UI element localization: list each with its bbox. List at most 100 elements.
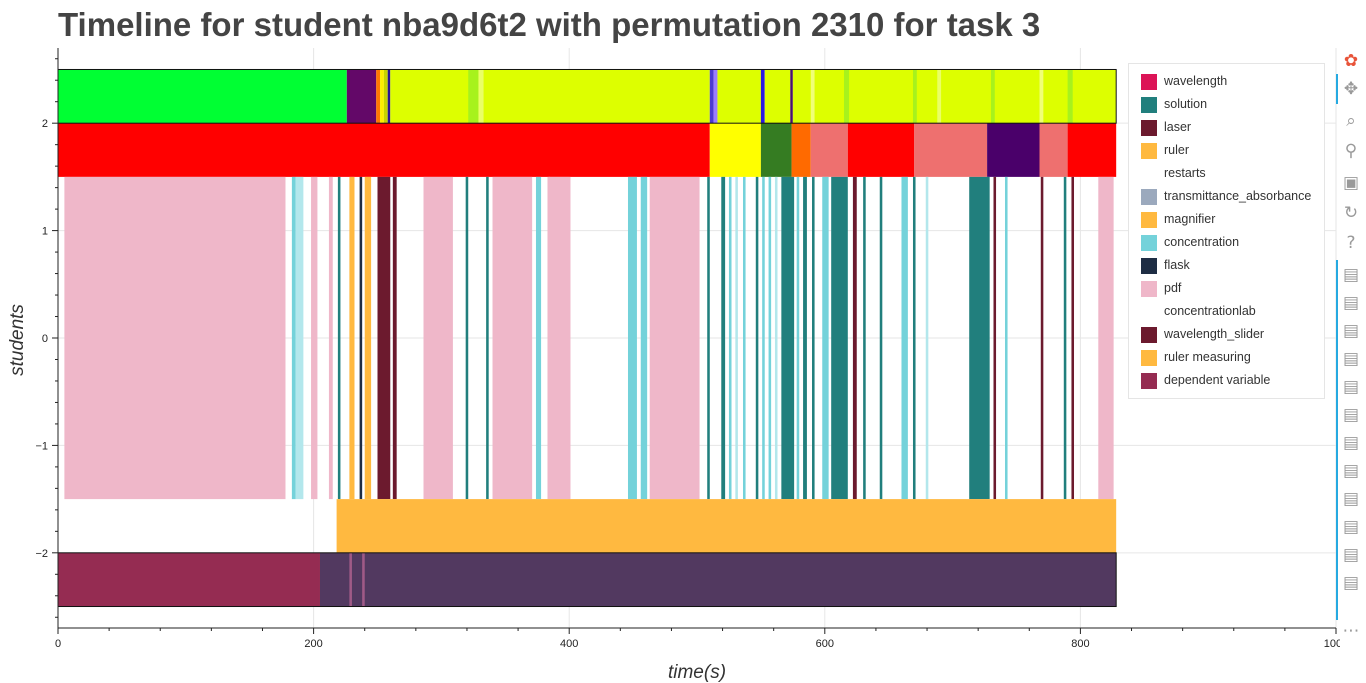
chart-title: Timeline for student nba9d6t2 with permu… [58,6,1041,43]
active-tool-indicator [1336,74,1338,104]
legend-item[interactable]: transmittance_absorbance [1129,186,1324,209]
timeline-segment [346,69,377,124]
timeline-segment [987,123,1040,177]
y-tick-label: −2 [35,548,48,560]
timeline-segment [879,176,883,500]
timeline-segment [377,176,391,500]
help-tool-icon[interactable]: ? [1346,232,1356,253]
legend-label: pdf [1164,281,1182,295]
timeline-segment [912,176,916,500]
timeline-segment [58,123,710,177]
timeline-segment [468,69,479,124]
timeline-segment [937,69,942,124]
hover-tool-icon[interactable]: ▤ [1342,348,1360,369]
timeline-segment [1063,176,1067,500]
timeline-segment [863,176,866,500]
timeline-segment [822,176,829,500]
x-tick-label: 400 [560,638,578,650]
legend-item[interactable]: wavelength [1129,71,1324,94]
timeline-segment [843,69,850,124]
more-tools-icon[interactable]: ⋯ [1342,620,1360,641]
hover-tool-icon[interactable]: ▤ [1342,264,1360,285]
y-tick-label: −1 [35,440,48,452]
timeline-segment [707,176,710,500]
hover-tool-icon[interactable]: ▤ [1342,460,1360,481]
timeline-segment [359,176,363,500]
timeline-segment [1040,176,1044,500]
x-axis-label: time(s) [668,662,726,683]
legend-swatch [1141,258,1157,274]
legend-label: transmittance_absorbance [1164,189,1312,203]
hover-tool-icon[interactable]: ▤ [1342,320,1360,341]
x-tick-label: 1000 [1324,638,1340,650]
wheel-zoom-tool-icon[interactable]: ⚲ [1344,140,1358,161]
timeline-segment [812,176,815,500]
save-tool-icon[interactable]: ▣ [1342,172,1360,193]
timeline-segment [535,176,542,500]
legend-item[interactable]: restarts [1129,163,1324,186]
hover-tool-icon[interactable]: ▤ [1342,488,1360,509]
legend-item[interactable]: pdf [1129,278,1324,301]
hover-tool-icon[interactable]: ▤ [1342,572,1360,593]
legend-swatch [1141,281,1157,297]
y-axis-label: students [7,304,28,376]
timeline-segment [349,176,355,500]
timeline-segment [791,123,811,177]
legend-item[interactable]: concentrationlab [1129,301,1324,324]
legend-swatch [1141,120,1157,136]
timeline-segment [760,69,765,124]
timeline-segment [319,552,1117,607]
y-tick-label: 2 [42,118,48,130]
timeline-segment [803,176,807,500]
legend-item[interactable]: laser [1129,117,1324,140]
timeline-segment [709,123,761,177]
legend-item[interactable]: flask [1129,255,1324,278]
legend-item[interactable]: concentration [1129,232,1324,255]
hover-tool-icon[interactable]: ▤ [1342,516,1360,537]
legend-swatch [1141,74,1157,90]
timeline-segment [295,176,304,500]
hover-tool-icon[interactable]: ▤ [1342,292,1360,313]
timeline-segment [768,176,772,500]
x-tick-label: 800 [1071,638,1089,650]
timeline-segment [796,176,800,500]
hover-tool-icon[interactable]: ▤ [1342,404,1360,425]
timeline-segment [392,176,397,500]
legend-swatch [1141,350,1157,366]
timeline-segment [291,176,296,500]
timeline-segment [774,176,778,500]
legend-item[interactable]: ruler measuring [1129,347,1324,370]
timeline-segment [755,176,759,500]
legend-item[interactable]: wavelength_slider [1129,324,1324,347]
timeline-segment [390,69,710,124]
timeline-bars [57,68,1117,608]
legend-item[interactable]: solution [1129,94,1324,117]
legend-item[interactable]: magnifier [1129,209,1324,232]
active-tool-indicator [1336,260,1338,620]
timeline-segment [387,69,391,124]
x-tick-label: 200 [304,638,322,650]
timeline-segment [709,69,714,124]
hover-tool-icon[interactable]: ▤ [1342,432,1360,453]
legend-label: ruler [1164,143,1190,157]
box-zoom-tool-icon[interactable]: ⌕ [1346,110,1356,131]
hover-tool-icon[interactable]: ▤ [1342,376,1360,397]
legend-label: flask [1164,258,1190,272]
timeline-segment [1067,123,1117,177]
legend-item[interactable]: ruler [1129,140,1324,163]
bokeh-logo-icon[interactable]: ✿ [1343,50,1359,71]
timeline-segment [336,499,1117,553]
timeline-segment [1098,176,1114,500]
legend-label: ruler measuring [1164,350,1251,364]
pan-tool-icon[interactable]: ✥ [1343,78,1359,99]
legend-label: laser [1164,120,1192,134]
timeline-segment [990,69,995,124]
timeline-segment [376,69,381,124]
hover-tool-icon[interactable]: ▤ [1342,544,1360,565]
reset-tool-icon[interactable]: ↻ [1343,202,1359,223]
y-tick-label: 0 [42,333,48,345]
timeline-segment [1071,176,1075,500]
legend-item[interactable]: dependent variable [1129,370,1324,393]
timeline-segment [383,69,388,124]
